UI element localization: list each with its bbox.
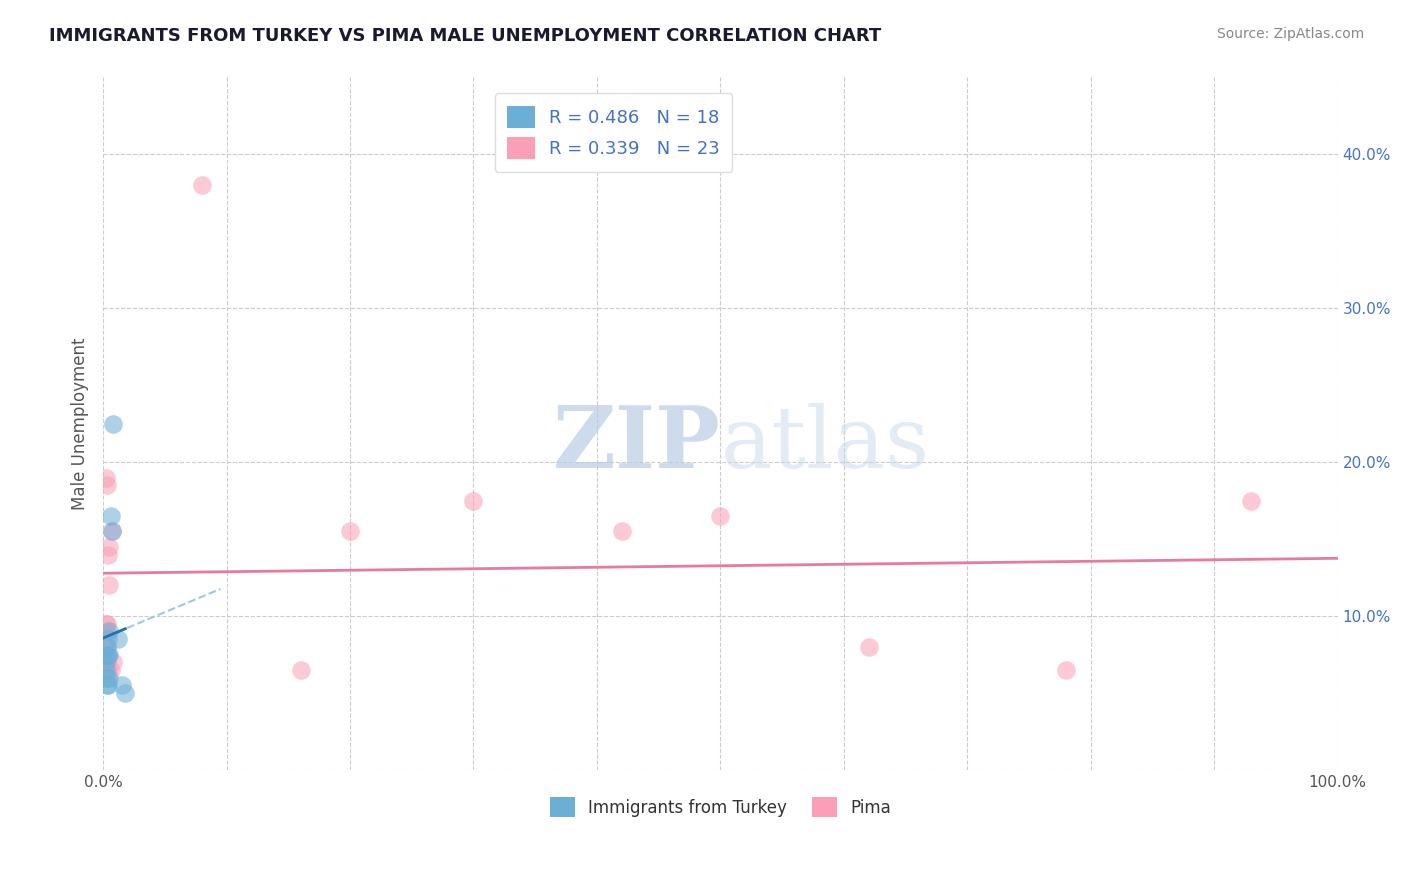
Text: ZIP: ZIP bbox=[553, 402, 720, 486]
Point bbox=[100, 524, 122, 539]
Point bbox=[290, 663, 312, 677]
Point bbox=[610, 524, 633, 539]
Point bbox=[96, 678, 118, 692]
Point bbox=[96, 478, 118, 492]
Point bbox=[94, 624, 117, 639]
Point bbox=[858, 640, 880, 654]
Legend: Immigrants from Turkey, Pima: Immigrants from Turkey, Pima bbox=[543, 790, 897, 824]
Point bbox=[111, 678, 134, 692]
Point bbox=[97, 648, 120, 662]
Point bbox=[94, 655, 117, 669]
Point bbox=[100, 524, 122, 539]
Point bbox=[97, 548, 120, 562]
Point bbox=[98, 624, 121, 639]
Point bbox=[97, 663, 120, 677]
Point bbox=[98, 648, 121, 662]
Point bbox=[96, 640, 118, 654]
Point bbox=[96, 671, 118, 685]
Point bbox=[100, 509, 122, 524]
Point bbox=[96, 616, 118, 631]
Point bbox=[100, 663, 122, 677]
Point bbox=[114, 686, 136, 700]
Text: Source: ZipAtlas.com: Source: ZipAtlas.com bbox=[1216, 27, 1364, 41]
Point bbox=[709, 509, 731, 524]
Text: IMMIGRANTS FROM TURKEY VS PIMA MALE UNEMPLOYMENT CORRELATION CHART: IMMIGRANTS FROM TURKEY VS PIMA MALE UNEM… bbox=[49, 27, 882, 45]
Point bbox=[98, 671, 121, 685]
Point bbox=[1240, 493, 1263, 508]
Point bbox=[94, 616, 117, 631]
Y-axis label: Male Unemployment: Male Unemployment bbox=[72, 337, 89, 510]
Point bbox=[191, 178, 214, 193]
Point bbox=[96, 655, 118, 669]
Point bbox=[96, 648, 118, 662]
Point bbox=[94, 470, 117, 484]
Point bbox=[97, 632, 120, 647]
Point bbox=[98, 540, 121, 554]
Point bbox=[339, 524, 361, 539]
Point bbox=[98, 578, 121, 592]
Point bbox=[463, 493, 485, 508]
Point bbox=[1054, 663, 1077, 677]
Text: atlas: atlas bbox=[720, 403, 929, 486]
Point bbox=[101, 417, 124, 431]
Point bbox=[96, 640, 118, 654]
Point bbox=[94, 663, 117, 677]
Point bbox=[97, 678, 120, 692]
Point bbox=[101, 655, 124, 669]
Point bbox=[107, 632, 129, 647]
